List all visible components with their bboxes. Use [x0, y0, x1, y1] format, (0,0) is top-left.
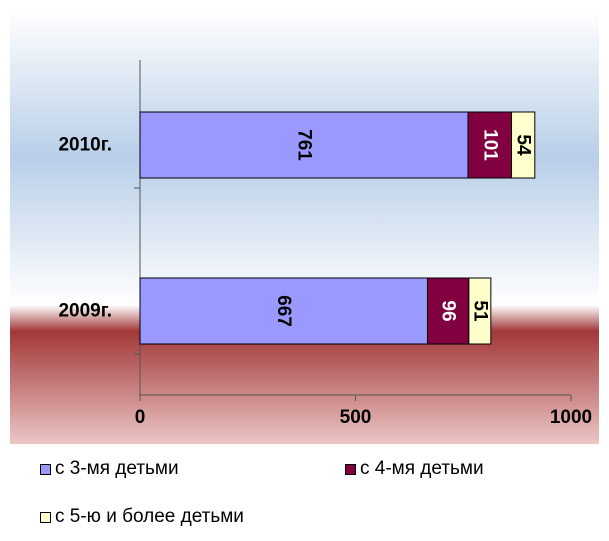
- legend: с 3-мя детьми с 4-мя детьми с 5-ю и более …: [10, 444, 599, 540]
- bar-segment: [467, 111, 513, 179]
- bar-segment: [139, 277, 428, 345]
- legend-swatch: [345, 463, 356, 475]
- legend-item: с 4-мя детьми: [345, 458, 484, 480]
- data-label: 761: [293, 129, 314, 161]
- x-tick-label: 1000: [550, 407, 592, 428]
- category-label: 2010г.: [58, 135, 112, 156]
- legend-swatch: [40, 511, 51, 523]
- bar-segment: [139, 111, 469, 179]
- legend-label: с 4-мя детьми: [360, 458, 484, 479]
- bar-segment: [511, 111, 536, 179]
- legend-item: с 3-мя детьми: [40, 458, 179, 480]
- bar-segment: [468, 277, 492, 345]
- legend-label: с 3-мя детьми: [55, 458, 179, 479]
- x-tick-label: 500: [340, 407, 372, 428]
- legend-label: с 5-ю и более детьми: [55, 506, 244, 527]
- data-label: 96: [438, 300, 459, 321]
- legend-swatch: [40, 463, 51, 475]
- data-label: 101: [479, 129, 500, 161]
- x-tick-label: 0: [135, 407, 146, 428]
- plot-background: [10, 10, 599, 444]
- category-label: 2009г.: [58, 301, 112, 322]
- data-label: 54: [513, 134, 534, 156]
- data-label: 51: [469, 300, 490, 322]
- data-label: 667: [273, 295, 294, 327]
- legend-item: с 5-ю и более детьми: [40, 506, 244, 528]
